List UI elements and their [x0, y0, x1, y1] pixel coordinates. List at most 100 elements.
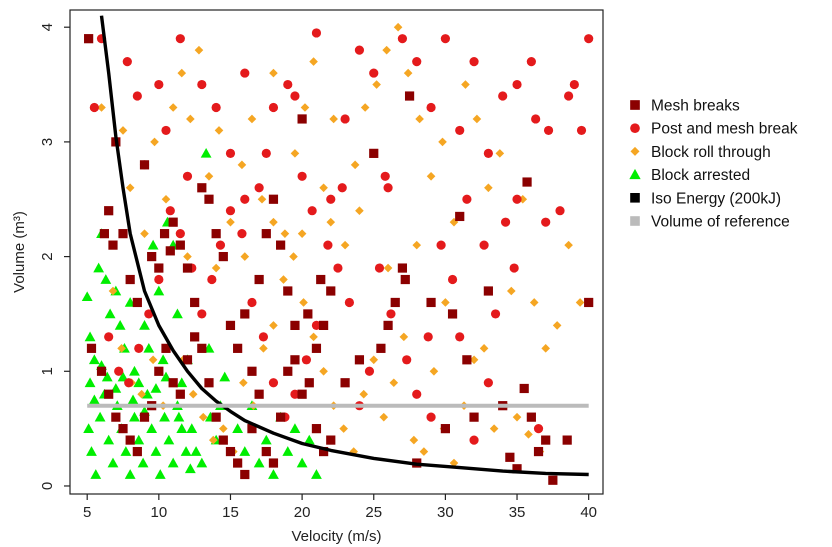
data-point	[197, 183, 207, 193]
data-point	[299, 298, 308, 307]
data-point	[268, 102, 279, 113]
data-point	[354, 45, 365, 55]
data-point	[326, 194, 336, 204]
data-point	[319, 320, 329, 331]
data-point	[519, 383, 529, 394]
data-point	[103, 434, 115, 445]
data-point	[225, 148, 236, 158]
data-point	[175, 34, 185, 44]
data-point	[309, 332, 318, 342]
legend-item: Block roll through	[630, 144, 771, 161]
data-point	[360, 103, 370, 112]
data-point	[412, 389, 422, 399]
data-point	[426, 412, 436, 422]
x-axis: 5 10 15 20 25 30 35 40	[83, 494, 597, 521]
data-point	[204, 378, 214, 388]
data-point	[469, 412, 479, 422]
legend-marker	[630, 146, 640, 156]
data-point	[479, 344, 489, 353]
data-point	[300, 103, 310, 112]
data-point	[390, 297, 400, 308]
data-point	[289, 423, 301, 433]
data-point	[254, 274, 264, 285]
data-point	[469, 57, 479, 67]
data-point	[233, 343, 243, 353]
data-point	[268, 194, 279, 204]
legend-marker	[630, 123, 640, 134]
data-point	[183, 252, 192, 261]
data-point	[512, 194, 522, 204]
data-point	[141, 388, 153, 399]
legend-label: Block arrested	[651, 167, 750, 184]
data-point	[512, 79, 522, 90]
data-point	[509, 263, 519, 273]
data-point	[290, 389, 300, 399]
data-point	[462, 194, 472, 204]
data-point	[369, 355, 379, 365]
legend: Mesh breaks Post and mesh break Block roll…	[629, 98, 798, 231]
data-point	[372, 80, 381, 89]
data-point	[215, 240, 226, 250]
data-point	[409, 435, 419, 445]
data-point	[90, 469, 102, 479]
data-point	[148, 355, 158, 365]
lines-layer	[87, 15, 589, 477]
data-point	[247, 297, 257, 308]
data-point	[196, 457, 208, 468]
data-point	[364, 366, 375, 376]
data-point	[268, 378, 279, 388]
data-point	[461, 80, 470, 89]
data-point	[154, 274, 164, 285]
data-point	[104, 332, 114, 342]
data-point	[114, 320, 126, 330]
data-point	[117, 371, 129, 382]
data-point	[543, 125, 554, 136]
data-point	[168, 217, 178, 227]
data-point	[329, 114, 338, 124]
legend-marker	[630, 216, 640, 226]
data-point	[337, 183, 347, 193]
data-point	[447, 274, 458, 285]
data-point	[319, 446, 329, 457]
data-point	[518, 194, 528, 204]
data-point	[575, 298, 585, 307]
data-point	[383, 263, 393, 273]
data-point	[211, 412, 221, 422]
data-point	[369, 68, 379, 78]
x-tick-label: 20	[294, 504, 311, 521]
data-point	[326, 435, 336, 445]
data-point	[290, 149, 300, 158]
data-point	[118, 126, 128, 135]
data-point	[94, 411, 106, 422]
data-point	[290, 91, 300, 101]
x-tick-label: 15	[222, 504, 239, 521]
data-point	[240, 252, 250, 261]
data-point	[114, 366, 124, 376]
data-point	[296, 457, 308, 468]
data-point	[125, 183, 135, 193]
data-point	[548, 475, 558, 485]
data-point	[84, 34, 94, 44]
data-point	[177, 68, 187, 78]
data-point	[449, 458, 459, 468]
data-point	[176, 423, 188, 433]
data-point	[340, 240, 350, 250]
data-point	[111, 412, 121, 422]
data-point	[175, 240, 185, 250]
data-point	[100, 274, 112, 284]
data-point	[260, 434, 272, 445]
legend-item: Iso Energy (200kJ)	[630, 190, 781, 207]
data-point	[303, 309, 313, 319]
data-point	[393, 22, 403, 32]
data-point	[133, 377, 145, 388]
data-point	[190, 446, 202, 456]
data-point	[129, 411, 140, 422]
x-tick-label: 35	[509, 504, 526, 521]
data-point	[564, 240, 573, 250]
data-point	[84, 377, 96, 388]
data-point	[154, 263, 164, 273]
data-point	[489, 424, 499, 433]
data-point	[569, 79, 579, 90]
data-point	[479, 240, 489, 250]
